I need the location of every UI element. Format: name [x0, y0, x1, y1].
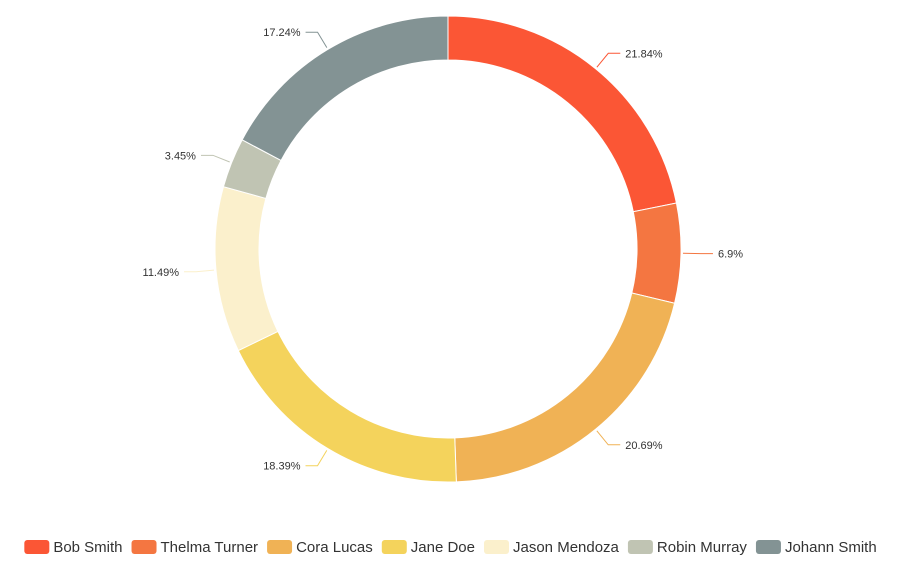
- slice-label-thelma-turner: 6.9%: [718, 249, 743, 261]
- leader-line-jason-mendoza: [184, 270, 214, 272]
- leader-line-robin-murray: [201, 155, 230, 162]
- slice-thelma-turner[interactable]: [632, 203, 681, 303]
- legend-item-bob-smith[interactable]: Bob Smith: [24, 539, 122, 556]
- slice-bob-smith[interactable]: [448, 16, 676, 212]
- slice-label-robin-murray: 3.45%: [165, 150, 196, 162]
- slice-label-jason-mendoza: 11.49%: [143, 267, 180, 279]
- legend-item-johann-smith[interactable]: Johann Smith: [756, 539, 877, 556]
- legend-swatch-robin-murray: [628, 540, 653, 554]
- slice-label-johann-smith: 17.24%: [263, 27, 301, 39]
- leader-line-bob-smith: [597, 53, 620, 67]
- legend-item-jason-mendoza[interactable]: Jason Mendoza: [484, 539, 620, 556]
- legend-label-thelma-turner: Thelma Turner: [161, 539, 259, 556]
- legend-swatch-thelma-turner: [132, 540, 157, 554]
- legend-label-johann-smith: Johann Smith: [785, 539, 877, 556]
- leader-line-jane-doe: [306, 450, 327, 465]
- legend-label-robin-murray: Robin Murray: [657, 539, 748, 556]
- legend-item-cora-lucas[interactable]: Cora Lucas: [267, 539, 373, 556]
- slice-jason-mendoza[interactable]: [215, 187, 278, 351]
- slice-label-jane-doe: 18.39%: [263, 461, 301, 473]
- legend-item-robin-murray[interactable]: Robin Murray: [628, 539, 748, 556]
- legend: Bob Smith Thelma Turner Cora Lucas Jane Doe…: [24, 539, 876, 556]
- slice-jane-doe[interactable]: [238, 331, 456, 482]
- legend-item-jane-doe[interactable]: Jane Doe: [382, 539, 475, 556]
- legend-swatch-johann-smith: [756, 540, 781, 554]
- slice-cora-lucas[interactable]: [455, 293, 675, 482]
- legend-item-thelma-turner[interactable]: Thelma Turner: [132, 539, 259, 556]
- legend-label-jason-mendoza: Jason Mendoza: [513, 539, 620, 556]
- legend-swatch-bob-smith: [24, 540, 49, 554]
- slice-label-bob-smith: 21.84%: [625, 48, 663, 60]
- legend-label-bob-smith: Bob Smith: [53, 539, 122, 556]
- legend-label-cora-lucas: Cora Lucas: [296, 539, 373, 556]
- legend-swatch-jason-mendoza: [484, 540, 509, 554]
- slices-layer: [215, 16, 681, 482]
- slice-label-cora-lucas: 20.69%: [625, 440, 663, 452]
- leader-line-johann-smith: [306, 32, 327, 47]
- legend-label-jane-doe: Jane Doe: [411, 539, 475, 556]
- leader-line-cora-lucas: [597, 431, 620, 445]
- legend-swatch-cora-lucas: [267, 540, 292, 554]
- legend-swatch-jane-doe: [382, 540, 407, 554]
